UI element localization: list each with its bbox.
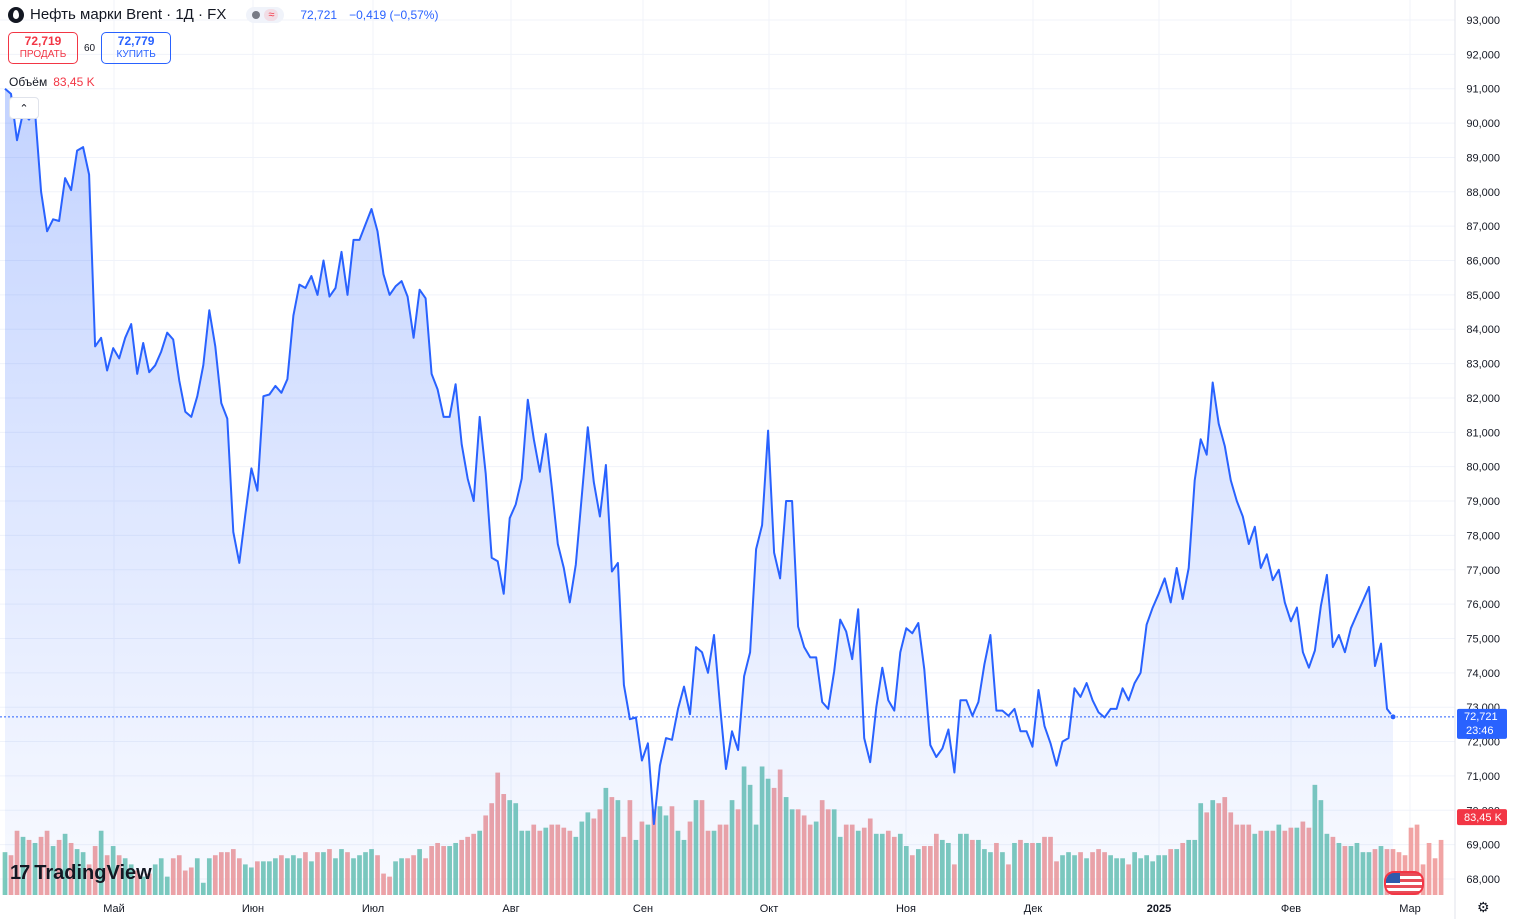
- y-tick-label: 92,000: [1466, 49, 1500, 61]
- y-tick-label: 85,000: [1466, 290, 1500, 302]
- volume-badge-label: 83,45 K: [1464, 812, 1503, 824]
- y-tick-label: 72,000: [1466, 737, 1500, 749]
- symbol-title[interactable]: Нефть марки Brent · 1Д · FX: [30, 6, 227, 23]
- y-tick-label: 83,000: [1466, 359, 1500, 371]
- y-tick-label: 88,000: [1466, 187, 1500, 199]
- last-price: 72,721: [300, 7, 338, 22]
- price-line: [4, 87, 1394, 825]
- y-tick-label: 68,000: [1466, 874, 1500, 886]
- y-tick-label: 82,000: [1466, 393, 1500, 405]
- tv-logo-icon: 17: [10, 862, 30, 884]
- x-tick-label: Окт: [760, 903, 779, 915]
- y-tick-label: 89,000: [1466, 152, 1500, 164]
- volume-bar: [1414, 824, 1420, 895]
- x-tick-label: Дек: [1024, 903, 1043, 915]
- us-flag-icon[interactable]: [1384, 871, 1424, 895]
- buy-price: 72,779: [117, 34, 155, 48]
- y-tick-label: 91,000: [1466, 84, 1500, 96]
- symbol-header: Нефть марки Brent · 1Д · FX ≈ 72,721 −0,…: [8, 6, 438, 23]
- y-tick-label: 79,000: [1466, 496, 1500, 508]
- gear-icon[interactable]: ⚙: [1477, 899, 1490, 915]
- volume-bar: [1438, 839, 1444, 895]
- chevron-up-icon: ⌃: [19, 102, 29, 115]
- y-tick-label: 74,000: [1466, 668, 1500, 680]
- last-price-label: 72,721: [1464, 711, 1498, 723]
- y-tick-label: 86,000: [1466, 256, 1500, 268]
- volume-label: Объём: [9, 75, 48, 89]
- tradingview-logo[interactable]: 17 TradingView: [10, 862, 152, 885]
- last-price-badge: 72,721 23:46: [1457, 708, 1507, 739]
- volume-value: 83,45 K: [53, 75, 95, 89]
- x-tick-label: Июн: [242, 903, 264, 915]
- oil-drop-icon: [8, 6, 24, 23]
- trade-panel: 72,719 ПРОДАТЬ 60 72,779 КУПИТЬ: [8, 32, 172, 64]
- y-tick-label: 90,000: [1466, 118, 1500, 130]
- y-tick-label: 75,000: [1466, 633, 1500, 645]
- x-tick-label: 2025: [1147, 903, 1171, 915]
- buy-label: КУПИТЬ: [116, 49, 156, 60]
- buy-button[interactable]: 72,779 КУПИТЬ: [101, 32, 172, 64]
- y-tick-label: 84,000: [1466, 324, 1500, 336]
- x-tick-label: Мар: [1399, 903, 1421, 915]
- sell-price: 72,719: [24, 34, 62, 48]
- y-tick-label: 69,000: [1466, 840, 1500, 852]
- logo-text: TradingView: [34, 862, 152, 884]
- last-price-dot: [1389, 713, 1397, 721]
- market-closed-icon: [252, 10, 261, 19]
- sell-button[interactable]: 72,719 ПРОДАТЬ: [8, 32, 78, 64]
- x-tick-label: Сен: [633, 903, 653, 915]
- spread-value: 60: [84, 42, 96, 54]
- x-tick-label: Авг: [502, 903, 519, 915]
- y-tick-label: 76,000: [1466, 599, 1500, 611]
- y-tick-label: 80,000: [1466, 462, 1500, 474]
- volume-legend[interactable]: Объём 83,45 K: [9, 75, 95, 89]
- y-tick-label: 93,000: [1466, 15, 1500, 27]
- x-tick-label: Май: [103, 903, 125, 915]
- y-tick-label: 87,000: [1466, 221, 1500, 233]
- sell-label: ПРОДАТЬ: [19, 49, 67, 60]
- y-tick-label: 71,000: [1466, 771, 1500, 783]
- volume-bar: [1432, 858, 1438, 895]
- wave-icon: ≈: [264, 8, 279, 21]
- y-tick-label: 77,000: [1466, 565, 1500, 577]
- volume-badge: 83,45 K: [1457, 809, 1507, 826]
- collapse-legend-button[interactable]: ⌃: [9, 97, 39, 119]
- price-axis: 93,000 92,000 91,000 90,000 89,000 88,000 87,0…: [1466, 15, 1500, 886]
- market-status[interactable]: ≈: [246, 6, 285, 23]
- price-change: −0,419 (−0,57%): [349, 7, 439, 22]
- volume-bar: [1408, 827, 1414, 895]
- price-area: [5, 88, 1393, 895]
- y-tick-label: 78,000: [1466, 530, 1500, 542]
- countdown-label: 23:46: [1466, 725, 1494, 737]
- x-tick-label: Июл: [362, 903, 384, 915]
- volume-bar: [1426, 842, 1432, 895]
- x-tick-label: Ноя: [896, 903, 916, 915]
- x-tick-label: Фев: [1281, 903, 1301, 915]
- time-axis: Май Июн Июл Авг Сен Окт Ноя Дек 2025 Фев Мар: [103, 903, 1421, 915]
- y-tick-label: 81,000: [1466, 427, 1500, 439]
